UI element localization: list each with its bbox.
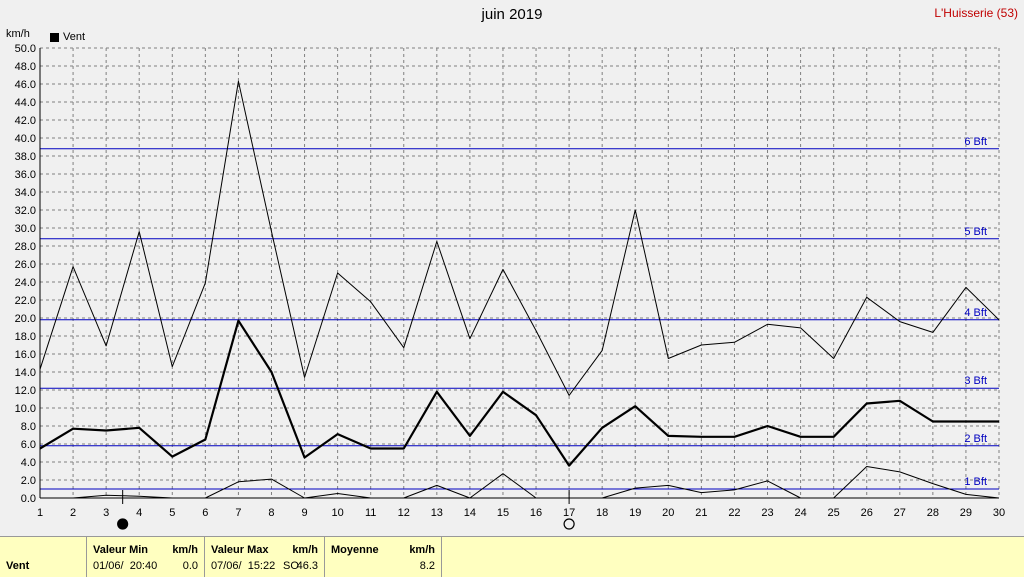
x-tick-label: 18 [596, 507, 608, 519]
y-tick-label: 46.0 [15, 79, 36, 91]
grid [39, 47, 1000, 499]
x-tick-label: 17 [563, 507, 575, 519]
y-tick-label: 12.0 [15, 385, 36, 397]
max-header: Valeur Max [211, 544, 269, 556]
y-tick-label: 8.0 [21, 421, 36, 433]
axes: 0.0 2.0 4.0 6.0 8.0 10.0 12.0 14.0 16.0 18.0 20.0 2… [15, 43, 1006, 519]
x-tick-label: 28 [927, 507, 939, 519]
station-name: L'Huisserie (53) [934, 6, 1018, 20]
x-tick-label: 22 [728, 507, 740, 519]
x-tick-label: 9 [301, 507, 307, 519]
x-tick-label: 20 [662, 507, 674, 519]
max-cell: Valeur Max km/h 07/06/ 15:22 SO 46.3 [205, 537, 325, 577]
x-tick-label: 6 [202, 507, 208, 519]
summary-panel: Vent Valeur Min km/h 01/06/ 20:40 0.0 Va… [0, 536, 1024, 577]
y-tick-label: 36.0 [15, 169, 36, 181]
min-date: 01/06/ 20:40 [93, 560, 158, 572]
beaufort-label: 5 Bft [964, 226, 987, 238]
y-tick-label: 50.0 [15, 43, 36, 55]
beaufort-label: 4 Bft [964, 307, 987, 319]
y-tick-label: 2.0 [21, 475, 36, 487]
x-tick-label: 5 [169, 507, 175, 519]
moon-phases [117, 490, 575, 530]
beaufort-label: 3 Bft [964, 375, 987, 387]
y-tick-label: 16.0 [15, 349, 36, 361]
x-tick-label: 13 [431, 507, 443, 519]
legend-swatch [50, 32, 59, 42]
x-tick-label: 12 [398, 507, 410, 519]
x-tick-label: 26 [861, 507, 873, 519]
x-tick-label: 27 [894, 507, 906, 519]
beaufort-lines: 1 Bft 2 Bft 3 Bft 4 Bft 5 Bft 6 Bft [40, 136, 999, 490]
min-unit: km/h [172, 544, 198, 556]
x-tick-label: 30 [993, 507, 1005, 519]
y-tick-label: 48.0 [15, 61, 36, 73]
y-tick-label: 10.0 [15, 403, 36, 415]
y-tick-label: 0.0 [21, 493, 36, 505]
legend-label: Vent [63, 31, 86, 43]
x-tick-label: 15 [497, 507, 509, 519]
plot-area [40, 48, 999, 498]
x-tick-label: 10 [331, 507, 343, 519]
x-tick-label: 25 [828, 507, 840, 519]
row-label-cell: Vent [0, 537, 87, 577]
y-tick-label: 14.0 [15, 367, 36, 379]
x-tick-label: 8 [268, 507, 274, 519]
x-tick-label: 16 [530, 507, 542, 519]
y-tick-label: 28.0 [15, 241, 36, 253]
x-tick-label: 19 [629, 507, 641, 519]
x-tick-label: 23 [761, 507, 773, 519]
x-tick-label: 2 [70, 507, 76, 519]
row-label: Vent [6, 560, 30, 572]
x-tick-label: 7 [235, 507, 241, 519]
x-tick-label: 3 [103, 507, 109, 519]
min-header: Valeur Min [93, 544, 149, 556]
max-value: 46.3 [296, 560, 318, 572]
y-tick-label: 26.0 [15, 259, 36, 271]
x-tick-label: 4 [136, 507, 142, 519]
x-tick-label: 14 [464, 507, 476, 519]
avg-unit: km/h [409, 544, 435, 556]
min-cell: Valeur Min km/h 01/06/ 20:40 0.0 [87, 537, 205, 577]
y-tick-label: 38.0 [15, 151, 36, 163]
wind-chart: 1 Bft 2 Bft 3 Bft 4 Bft 5 Bft 6 Bft 0.0 2.0 4.0… [15, 43, 1006, 530]
avg-header: Moyenne [331, 544, 379, 556]
full-moon-icon [563, 518, 575, 530]
y-tick-label: 30.0 [15, 223, 36, 235]
y-tick-label: 44.0 [15, 97, 36, 109]
y-tick-label: 42.0 [15, 115, 36, 127]
y-tick-label: 32.0 [15, 205, 36, 217]
x-tick-label: 11 [365, 507, 376, 519]
y-tick-label: 18.0 [15, 331, 36, 343]
y-tick-label: 40.0 [15, 133, 36, 145]
y-tick-label: 4.0 [21, 457, 36, 469]
max-direction: SO [283, 560, 299, 572]
y-tick-label: 34.0 [15, 187, 36, 199]
x-tick-label: 1 [37, 507, 43, 519]
beaufort-label: 2 Bft [964, 433, 987, 445]
y-tick-label: 6.0 [21, 439, 36, 451]
beaufort-label: 6 Bft [964, 136, 987, 148]
min-value: 0.0 [182, 560, 198, 572]
series-mean-line [39, 319, 999, 467]
beaufort-label: 1 Bft [964, 476, 987, 488]
series-max-line [39, 80, 1000, 396]
new-moon-icon [117, 518, 129, 530]
x-tick-label: 29 [960, 507, 972, 519]
y-tick-label: 20.0 [15, 313, 36, 325]
x-tick-label: 24 [794, 507, 806, 519]
avg-value: 8.2 [419, 560, 435, 572]
x-tick-label: 21 [695, 507, 707, 519]
max-unit: km/h [292, 544, 318, 556]
chart-title: juin 2019 [481, 6, 543, 23]
y-tick-label: 24.0 [15, 277, 36, 289]
max-date: 07/06/ 15:22 [211, 560, 276, 572]
avg-cell: Moyenne km/h 8.2 [325, 537, 442, 577]
legend: Vent [50, 31, 85, 43]
y-tick-label: 22.0 [15, 295, 36, 307]
y-axis-unit: km/h [6, 28, 30, 40]
